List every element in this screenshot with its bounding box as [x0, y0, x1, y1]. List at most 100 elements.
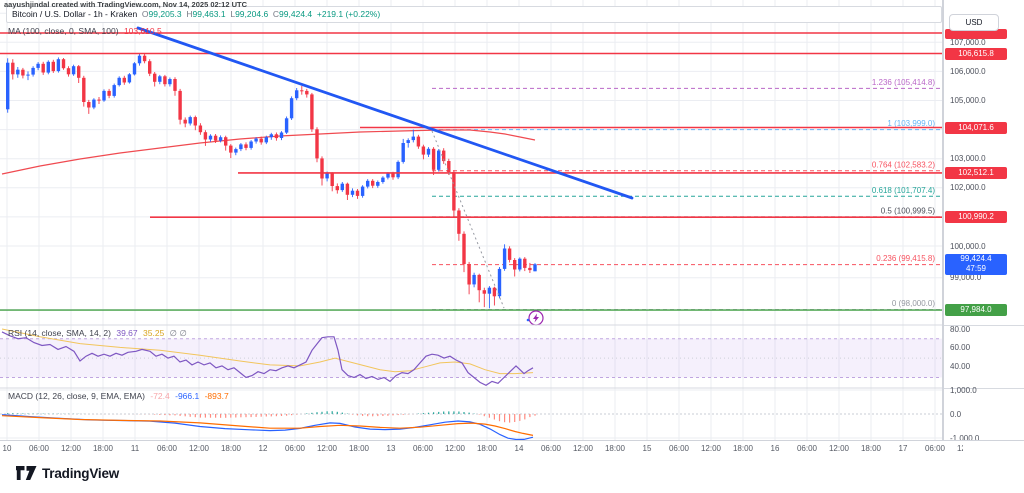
time-axis-label: 16 [770, 444, 780, 453]
time-axis-label: 06:00 [796, 444, 818, 453]
time-axis-label: 12:00 [572, 444, 594, 453]
panel-separator [944, 325, 1024, 326]
fib-level-label: 0.5 (100,999.5) [881, 206, 936, 215]
tradingview-logo[interactable]: TradingView [16, 466, 119, 481]
rsi-legend-label: RSI (14, close, SMA, 14, 2) [8, 328, 111, 338]
ma-legend[interactable]: MA (100, close, 0, SMA, 100) 103,610.5 [8, 26, 165, 36]
time-axis-label: 18:00 [732, 444, 754, 453]
time-axis-label: 06:00 [412, 444, 434, 453]
macd-histogram [7, 411, 536, 423]
time-axis-label: 18:00 [604, 444, 626, 453]
horizontal-rays[interactable] [0, 32, 943, 311]
price-line-badge: 106,615.8 [945, 47, 1007, 60]
ohlc-close-label: C [272, 9, 280, 19]
time-axis-label: 06:00 [540, 444, 562, 453]
time-axis-label: 12:00 [444, 444, 466, 453]
tradingview-logo-icon [16, 466, 37, 480]
fib-guide-dotted-line [431, 130, 505, 309]
time-axis-label: 12:00 [956, 444, 963, 453]
time-axis-label: 06:00 [156, 444, 178, 453]
ohlc-low-label: L [230, 9, 236, 19]
rsi-band [0, 338, 943, 378]
time-axis-label: 12:00 [700, 444, 722, 453]
price-axis-currency-toggle[interactable]: USD [949, 14, 999, 31]
chart-canvas[interactable]: 1.618 (107,788.4)1.236 (105,414.8)1 (103… [0, 0, 943, 440]
time-axis-label: 11 [130, 444, 140, 453]
time-axis-label: 10 [2, 444, 12, 453]
macd-line-value: -966.1 [175, 391, 200, 401]
magnet-cursor-icon [526, 310, 544, 326]
indicator-axis-label: 0.0 [950, 409, 962, 419]
macd-legend-label: MACD (12, 26, close, 9, EMA, EMA) [8, 391, 145, 401]
time-axis-label: 13 [386, 444, 396, 453]
ohlc-high-label: H [186, 9, 193, 19]
symbol-legend[interactable]: Bitcoin / U.S. Dollar - 1h - Kraken O99,… [6, 6, 942, 23]
panel-separator [944, 388, 1024, 389]
price-axis-label: 103,000.0 [950, 154, 986, 164]
current-price-badge: 99,424.4 47:59 [945, 253, 1007, 275]
ma-100-line[interactable] [1, 129, 536, 175]
trend-line[interactable] [136, 26, 634, 200]
time-axis-label: 14 [514, 444, 524, 453]
price-line-badge [945, 29, 1007, 39]
indicator-axis-label: 1,000.0 [950, 385, 977, 395]
time-axis-label: 18:00 [348, 444, 370, 453]
time-axis-label: 12:00 [316, 444, 338, 453]
indicator-axis-label: 40.00 [950, 361, 971, 371]
price-axis-label: 106,000.0 [950, 66, 986, 76]
time-axis-label: 17 [898, 444, 908, 453]
candle-series [6, 53, 537, 309]
fib-level-label: 0.618 (101,707.4) [872, 186, 935, 195]
time-axis-label: 18:00 [476, 444, 498, 453]
countdown-timer: 47:59 [965, 263, 987, 273]
price-axis[interactable]: 107,000.0 106,000.0 105,000.0 103,000.0 102,… [943, 0, 1024, 443]
fib-level-label: 0.236 (99,415.8) [876, 254, 935, 263]
fib-level-label: 0.764 (102,583.2) [872, 160, 935, 169]
ohlc-open-label: O [141, 9, 149, 19]
ohlc-low: 99,204.6 [235, 9, 269, 19]
rsi-legend[interactable]: RSI (14, close, SMA, 14, 2) 39.67 35.25 … [8, 328, 190, 339]
macd-signal-line [1, 415, 534, 436]
rsi-line [1, 331, 534, 386]
time-axis-label: 12:00 [828, 444, 850, 453]
price-axis-label: 107,000.0 [950, 37, 986, 47]
time-axis-label: 18:00 [860, 444, 882, 453]
watermark: aayushjindal created with TradingView.co… [4, 0, 248, 9]
ohlc-open: 99,205.3 [148, 9, 182, 19]
indicator-axis-label: -1,000.0 [950, 433, 980, 443]
price-axis-label: 105,000.0 [950, 96, 986, 105]
footer: TradingView [0, 458, 1024, 493]
rsi-extra-values: ∅ ∅ [169, 328, 187, 338]
macd-legend[interactable]: MACD (12, 26, close, 9, EMA, EMA) -72.4 … [8, 391, 232, 401]
time-axis[interactable]: 10 06:00 12:00 18:00 11 06:00 12:00 18:00 12 06:0… [0, 440, 964, 459]
price-line-badge: 102,512.1 [945, 166, 1007, 179]
time-axis-label: 18:00 [92, 444, 114, 453]
macd-signal-value: -893.7 [204, 391, 229, 401]
time-axis-label: 06:00 [924, 444, 946, 453]
fib-level-label: 1.236 (105,414.8) [872, 78, 935, 87]
price-axis-label: 100,000.0 [950, 241, 986, 251]
time-axis-label: 18:00 [220, 444, 242, 453]
ohlc-close: 99,424.4 [279, 9, 313, 19]
ohlc-change: +219.1 (+0.22%) [316, 9, 381, 19]
indicator-axis-label: 60.00 [950, 342, 971, 352]
price-axis-label: 102,000.0 [950, 183, 986, 193]
time-axis-label: 12 [258, 444, 268, 453]
ma-legend-value: 103,610.5 [123, 26, 162, 36]
time-axis-label: 06:00 [668, 444, 690, 453]
price-line-badge: 97,984.0 [945, 304, 1007, 317]
price-line-badge: 100,990.2 [945, 211, 1007, 224]
price-axis-label: 99,000.0 [950, 273, 982, 283]
ohlc-high: 99,463.1 [192, 9, 226, 19]
fib-level-label: 0 (98,000.0) [892, 299, 935, 308]
rsi-ma-line [1, 328, 534, 375]
ma-legend-label: MA (100, close, 0, SMA, 100) [8, 26, 119, 36]
time-axis-label: 06:00 [284, 444, 306, 453]
time-axis-label: 15 [642, 444, 652, 453]
macd-line [1, 414, 534, 440]
axis-corner [963, 440, 1024, 459]
rsi-ma-value: 35.25 [143, 328, 165, 338]
macd-hist-value: -72.4 [150, 391, 170, 401]
time-axis-label: 12:00 [60, 444, 82, 453]
